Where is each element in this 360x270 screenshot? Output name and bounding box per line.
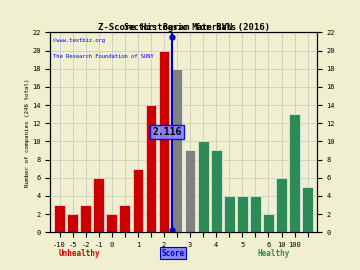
Bar xyxy=(67,214,78,232)
Bar xyxy=(54,205,65,232)
Text: Healthy: Healthy xyxy=(257,249,290,258)
Text: 2.116: 2.116 xyxy=(152,127,182,137)
Bar xyxy=(289,114,300,232)
Text: Score: Score xyxy=(161,249,184,258)
Bar xyxy=(276,178,287,232)
Text: Unhealthy: Unhealthy xyxy=(58,249,100,258)
Bar xyxy=(224,196,235,232)
Bar xyxy=(263,214,274,232)
Y-axis label: Number of companies (246 total): Number of companies (246 total) xyxy=(25,78,30,187)
Bar xyxy=(237,196,248,232)
Bar xyxy=(211,150,222,232)
Text: The Research Foundation of SUNY: The Research Foundation of SUNY xyxy=(53,54,154,59)
Bar xyxy=(198,141,208,232)
Text: ©www.textbiz.org: ©www.textbiz.org xyxy=(53,38,105,43)
Bar xyxy=(185,150,195,232)
Bar xyxy=(80,205,91,232)
Bar xyxy=(120,205,130,232)
Bar xyxy=(107,214,117,232)
Title: Z-Score Histogram for BVN (2016): Z-Score Histogram for BVN (2016) xyxy=(98,23,270,32)
Bar xyxy=(132,169,143,232)
Bar xyxy=(159,50,169,232)
Bar xyxy=(250,196,261,232)
Bar xyxy=(302,187,313,232)
Text: Sector: Basic Materials: Sector: Basic Materials xyxy=(124,23,236,32)
Bar xyxy=(172,69,183,232)
Bar xyxy=(145,105,156,232)
Bar xyxy=(93,178,104,232)
